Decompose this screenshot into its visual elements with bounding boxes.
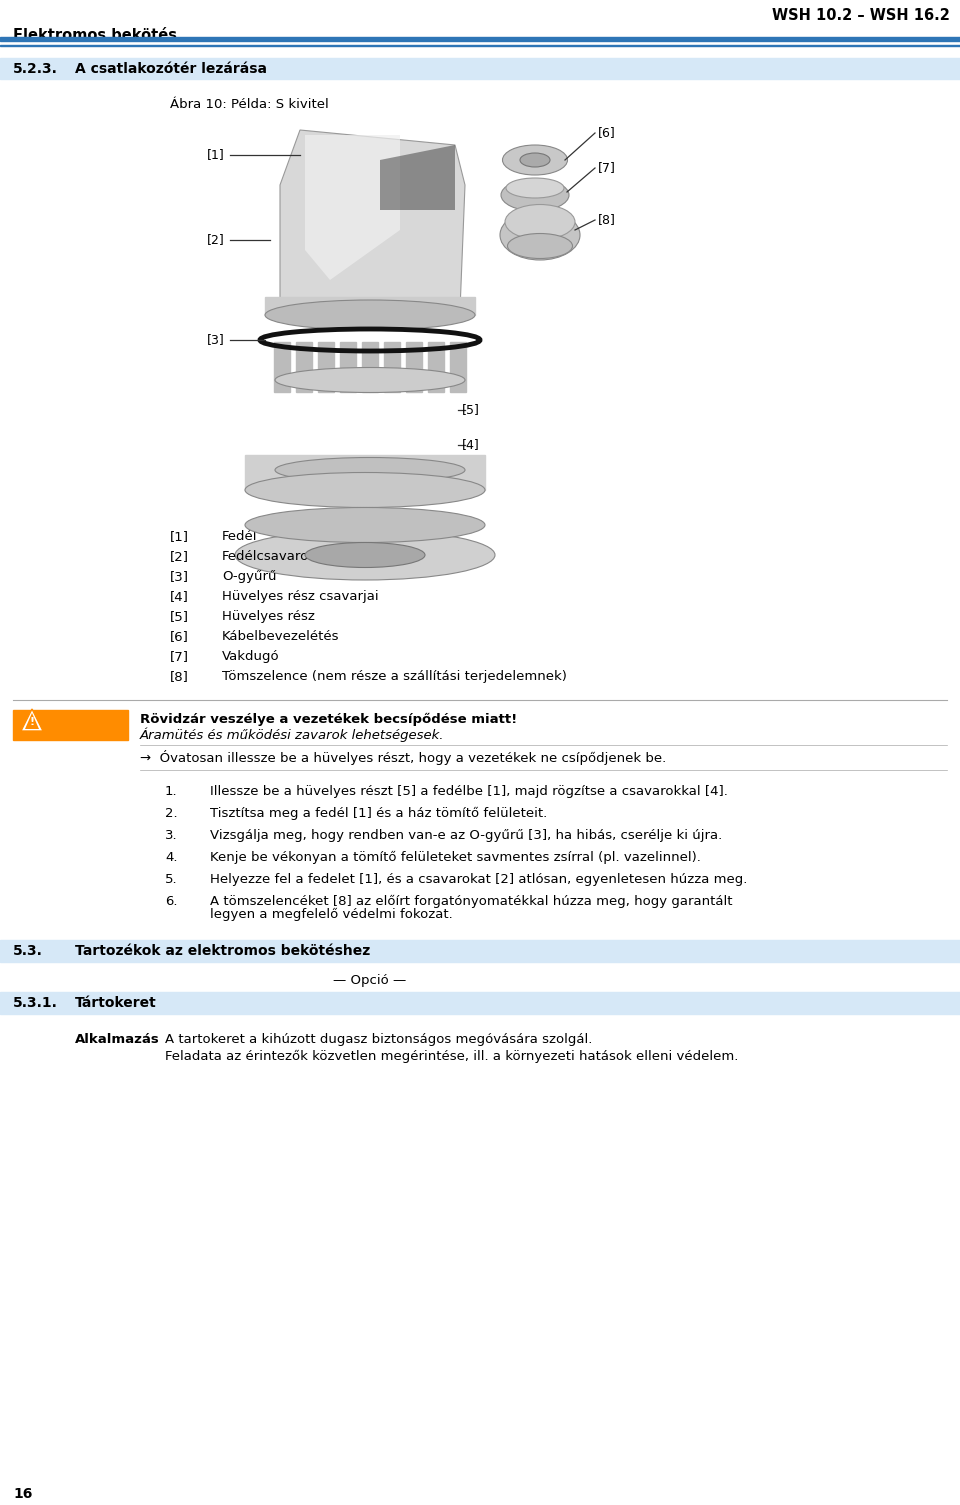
Text: [8]: [8] <box>598 214 616 226</box>
Text: Feladata az érintezők közvetlen megérintése, ill. a környezeti hatások elleni vé: Feladata az érintezők közvetlen megérint… <box>165 1050 738 1063</box>
Ellipse shape <box>275 458 465 483</box>
Bar <box>318 342 334 391</box>
Text: 5.3.: 5.3. <box>13 944 43 959</box>
Text: 1.: 1. <box>165 786 178 798</box>
Text: Helyezze fel a fedelet [1], és a csavarokat [2] atlósan, egyenletesen húzza meg.: Helyezze fel a fedelet [1], és a csavaro… <box>210 873 748 886</box>
Text: A csatlakozótér lezárása: A csatlakozótér lezárása <box>75 62 267 75</box>
Ellipse shape <box>275 367 465 393</box>
Text: 2.: 2. <box>165 807 178 820</box>
Bar <box>0 941 960 962</box>
Text: [1]: [1] <box>170 530 189 543</box>
Text: [3]: [3] <box>207 334 225 346</box>
Bar <box>340 342 356 391</box>
Bar <box>0 992 960 1014</box>
Bar <box>245 455 485 491</box>
Text: legyen a megfelelő védelmi fokozat.: legyen a megfelelő védelmi fokozat. <box>210 908 453 921</box>
Text: [3]: [3] <box>170 570 189 582</box>
Bar <box>0 59 960 78</box>
Bar <box>362 342 378 391</box>
Text: [4]: [4] <box>462 438 480 452</box>
Bar <box>406 342 422 391</box>
Text: [2]: [2] <box>170 549 189 563</box>
Text: [5]: [5] <box>462 403 480 417</box>
Bar <box>296 342 312 391</box>
Text: Áramütés és működési zavarok lehetségesek.: Áramütés és működési zavarok lehetségese… <box>140 728 444 742</box>
Text: Tömszelence (nem része a szállítási terjedelemnek): Tömszelence (nem része a szállítási terj… <box>222 670 566 683</box>
Bar <box>265 296 475 315</box>
Text: [5]: [5] <box>170 610 189 623</box>
Text: Vakdugó: Vakdugó <box>222 650 279 664</box>
Text: — Opció —: — Opció — <box>333 974 407 987</box>
Text: A tartokeret a kihúzott dugasz biztonságos megóvására szolgál.: A tartokeret a kihúzott dugasz biztonság… <box>165 1032 592 1046</box>
Polygon shape <box>305 135 400 280</box>
Text: Kenje be vékonyan a tömítő felületeket savmentes zsírral (pl. vazelinnel).: Kenje be vékonyan a tömítő felületeket s… <box>210 850 701 864</box>
Bar <box>428 342 444 391</box>
Ellipse shape <box>508 233 572 259</box>
Text: FIGYELMEZTETÉS!: FIGYELMEZTETÉS! <box>48 715 161 725</box>
Text: Hüvelyes rész: Hüvelyes rész <box>222 610 315 623</box>
Ellipse shape <box>506 178 564 199</box>
Text: [6]: [6] <box>170 631 189 643</box>
Bar <box>13 710 128 740</box>
Text: Vizsgálja meg, hogy rendben van-e az O-gyűrű [3], ha hibás, cserélje ki újra.: Vizsgálja meg, hogy rendben van-e az O-g… <box>210 829 722 841</box>
Ellipse shape <box>501 179 569 211</box>
Bar <box>0 111 960 542</box>
Polygon shape <box>25 713 39 728</box>
Bar <box>274 342 290 391</box>
Ellipse shape <box>500 211 580 260</box>
Bar <box>450 342 466 391</box>
Text: [4]: [4] <box>170 590 189 604</box>
Polygon shape <box>21 709 43 731</box>
Text: Ábra 10: Példa: S kivitel: Ábra 10: Példa: S kivitel <box>170 98 328 111</box>
Text: WSH 10.2 – WSH 16.2: WSH 10.2 – WSH 16.2 <box>772 8 950 23</box>
Ellipse shape <box>520 154 550 167</box>
Text: 5.3.1.: 5.3.1. <box>13 996 58 1010</box>
Text: Tisztítsa meg a fedél [1] és a ház tömítő felületeit.: Tisztítsa meg a fedél [1] és a ház tömít… <box>210 807 547 820</box>
Text: 4.: 4. <box>165 850 178 864</box>
Ellipse shape <box>245 507 485 542</box>
Text: 6.: 6. <box>165 895 178 908</box>
Text: Tartozékok az elektromos bekötéshez: Tartozékok az elektromos bekötéshez <box>75 944 371 959</box>
Text: →  Óvatosan illessze be a hüvelyes részt, hogy a vezetékek ne csípődjenek be.: → Óvatosan illessze be a hüvelyes részt,… <box>140 749 666 765</box>
Text: Rövidzár veszélye a vezetékek becsípődése miatt!: Rövidzár veszélye a vezetékek becsípődés… <box>140 713 517 725</box>
Ellipse shape <box>305 542 425 567</box>
Text: [2]: [2] <box>207 233 225 247</box>
Text: Alkalmazás: Alkalmazás <box>75 1032 159 1046</box>
Text: [7]: [7] <box>598 161 616 175</box>
Text: [7]: [7] <box>170 650 189 664</box>
Ellipse shape <box>505 205 575 239</box>
Text: Illessze be a hüvelyes részt [5] a fedélbe [1], majd rögzítse a csavarokkal [4].: Illessze be a hüvelyes részt [5] a fedél… <box>210 786 728 798</box>
Text: Fedélcsavarok: Fedélcsavarok <box>222 549 317 563</box>
Ellipse shape <box>235 530 495 579</box>
Text: 16: 16 <box>13 1487 33 1500</box>
Text: Hüvelyes rész csavarjai: Hüvelyes rész csavarjai <box>222 590 378 604</box>
Text: !: ! <box>30 716 35 727</box>
Text: Elektromos bekötés: Elektromos bekötés <box>13 29 177 44</box>
Polygon shape <box>280 129 465 321</box>
Text: Tártokeret: Tártokeret <box>75 996 156 1010</box>
Ellipse shape <box>265 299 475 330</box>
Bar <box>384 342 400 391</box>
Text: Fedél: Fedél <box>222 530 257 543</box>
Text: 5.2.3.: 5.2.3. <box>13 62 58 75</box>
Polygon shape <box>380 144 455 211</box>
Bar <box>0 38 960 41</box>
Text: 3.: 3. <box>165 829 178 841</box>
Text: [8]: [8] <box>170 670 189 683</box>
Text: Kábelbevezelétés: Kábelbevezelétés <box>222 631 340 643</box>
Text: A tömszelencéket [8] az előírt forgatónyomatékkal húzza meg, hogy garantált: A tömszelencéket [8] az előírt forgatóny… <box>210 895 732 908</box>
Text: [1]: [1] <box>207 149 225 161</box>
Ellipse shape <box>245 473 485 507</box>
Text: O-gyűrű: O-gyűrű <box>222 570 276 582</box>
Ellipse shape <box>502 144 567 175</box>
Text: 5.: 5. <box>165 873 178 886</box>
Text: [6]: [6] <box>598 126 615 140</box>
